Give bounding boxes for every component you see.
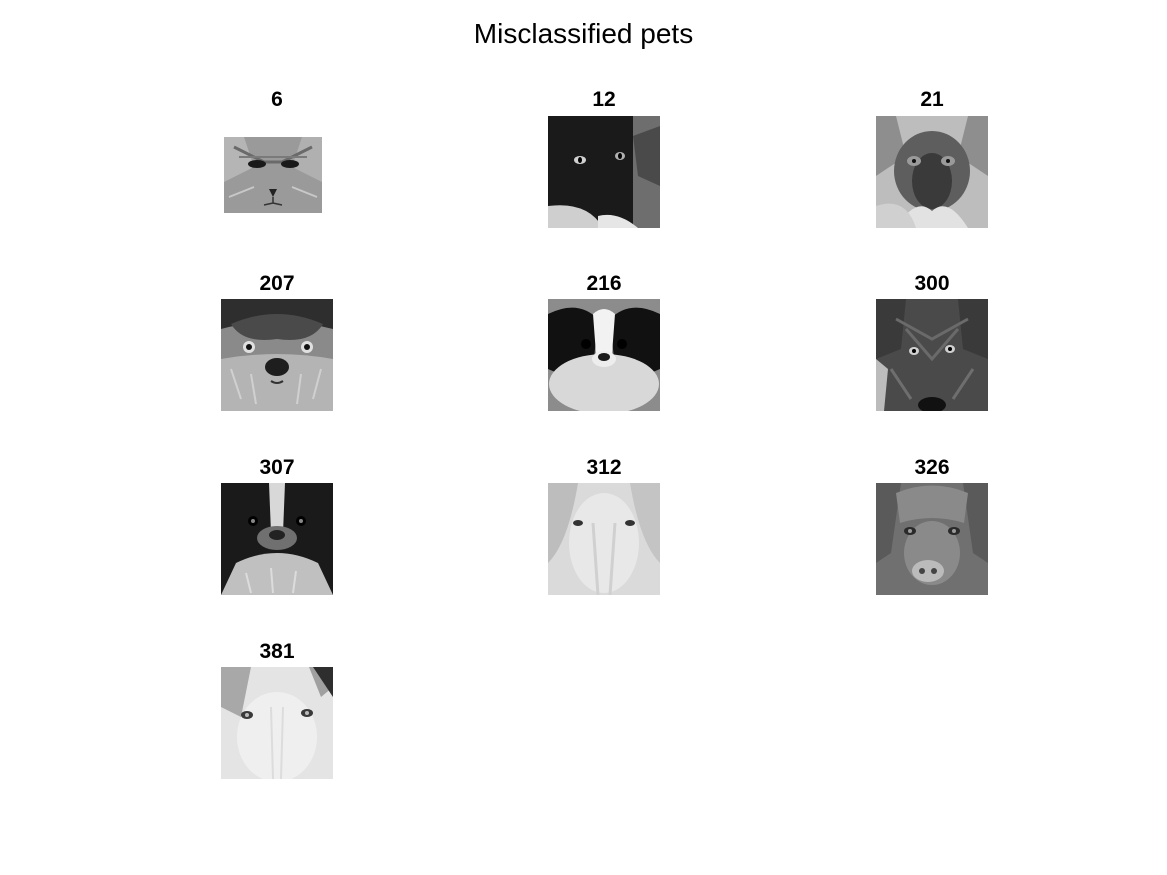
japanese-chin-image (548, 299, 660, 411)
panel-title: 300 (914, 272, 950, 295)
panel-title: 207 (259, 272, 295, 295)
brown-dog-image (876, 483, 988, 595)
figure-title: Misclassified pets (473, 18, 694, 49)
panel-title: 21 (920, 88, 944, 111)
white-dog-image (221, 667, 333, 779)
panel-title: 312 (586, 456, 622, 479)
shih-tzu-image (221, 299, 333, 411)
panel-title: 6 (271, 88, 283, 111)
panel-title: 381 (259, 640, 295, 663)
siamese-cat-image (876, 116, 988, 228)
golden-retriever-image (548, 483, 660, 595)
panel-title: 307 (259, 456, 295, 479)
tabby-cat-image (224, 137, 322, 213)
panel-title: 216 (586, 272, 622, 295)
black-cat-image (548, 116, 660, 228)
panel-title: 12 (592, 88, 616, 111)
terrier-image (876, 299, 988, 411)
panel-title: 326 (914, 456, 950, 479)
spaniel-image (221, 483, 333, 595)
